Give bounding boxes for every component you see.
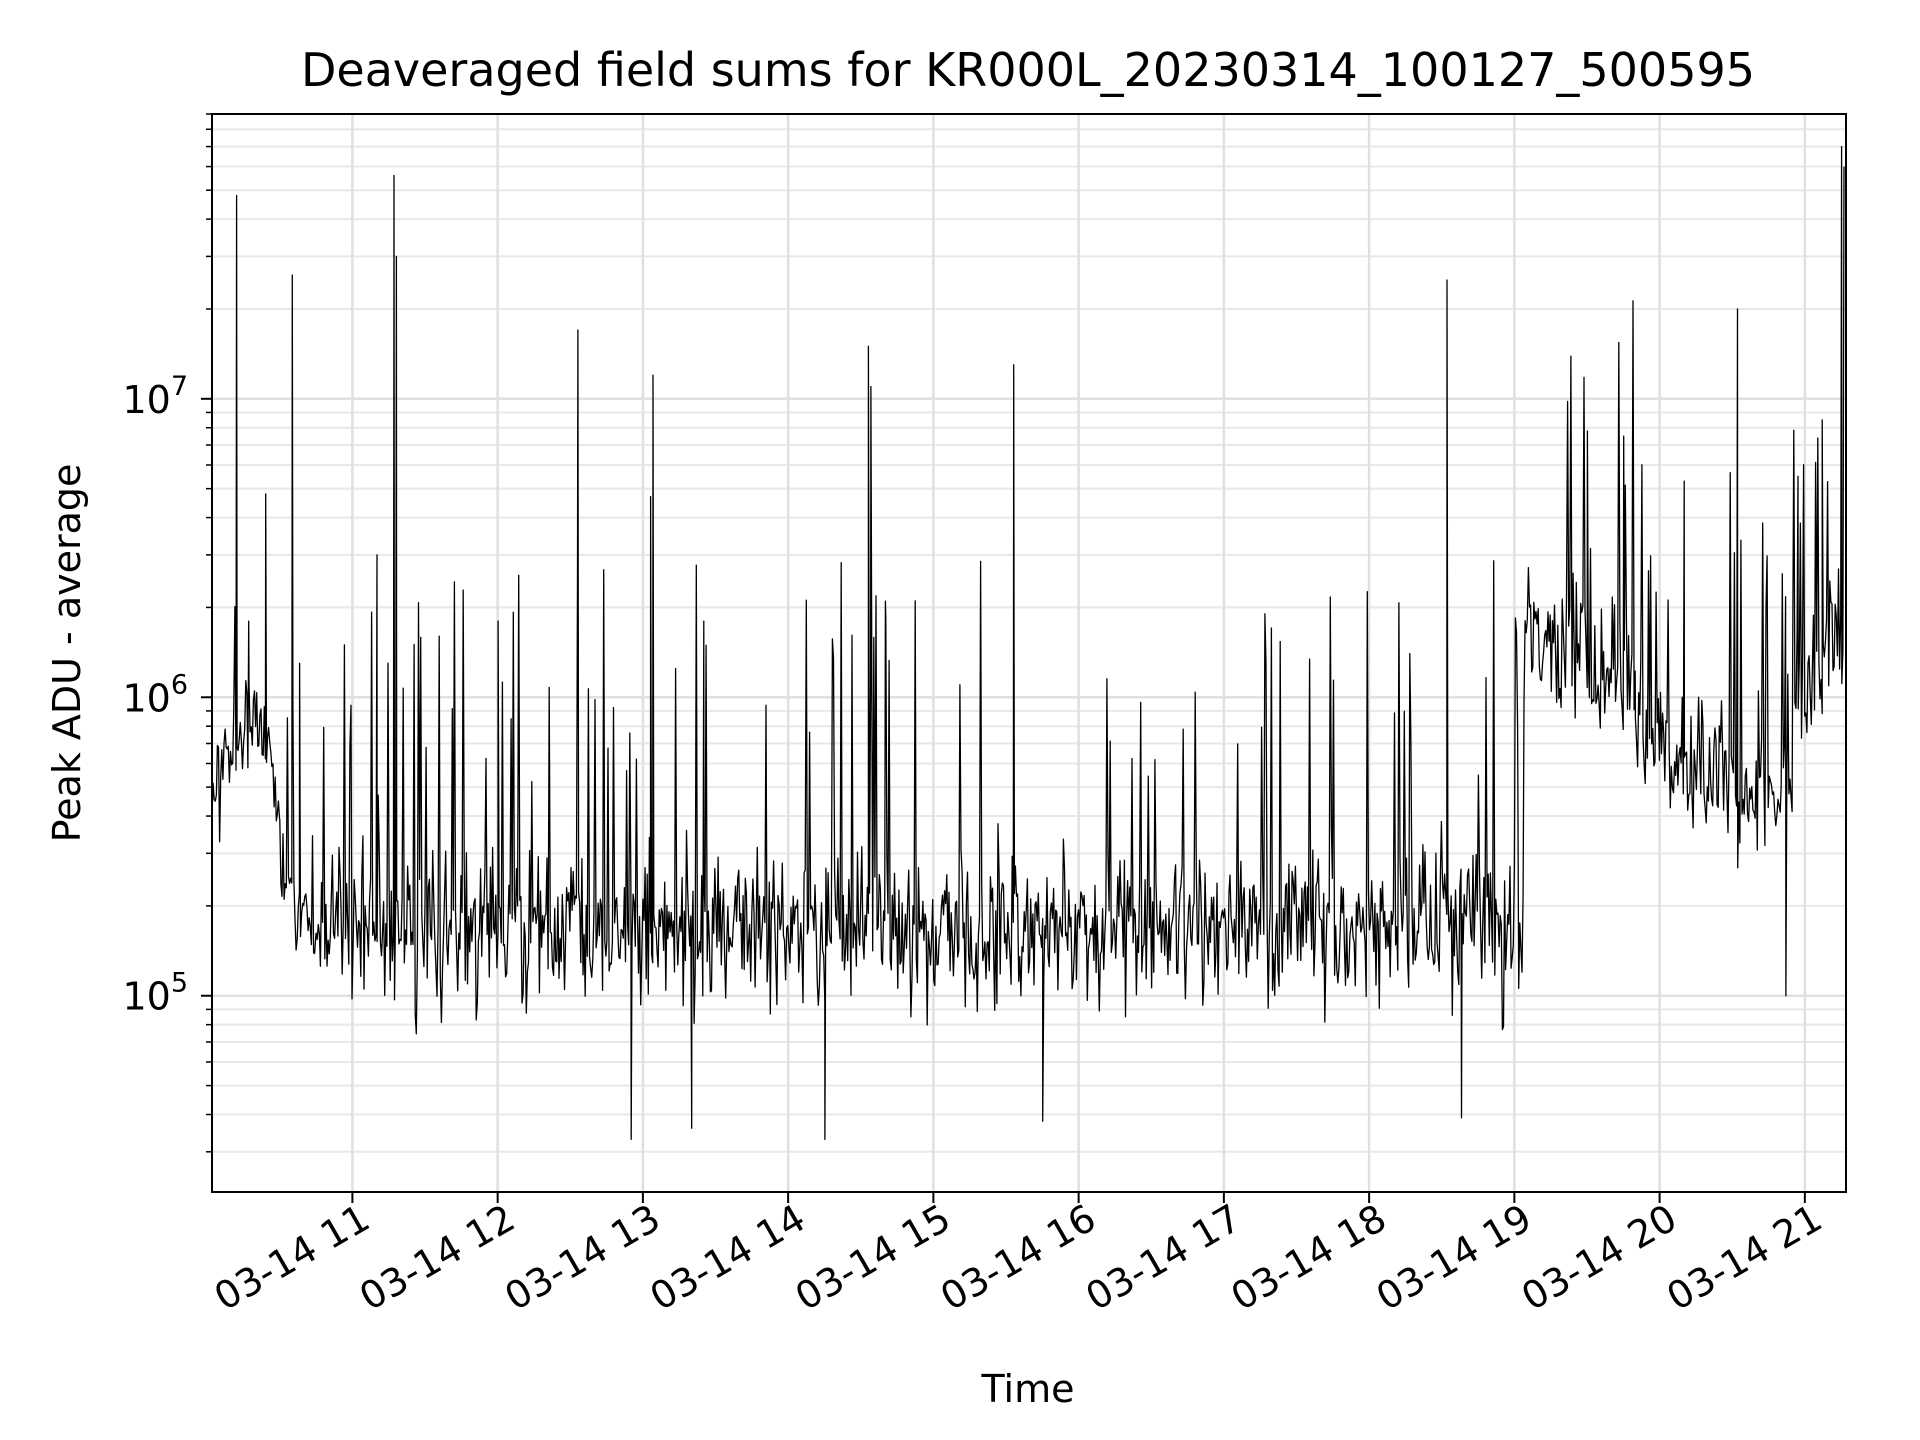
chart-title: Deaveraged field sums for KR000L_2023031… (301, 43, 1755, 97)
series-line (211, 145, 1845, 1141)
y-tick-label: 107 (122, 371, 188, 422)
y-tick-label: 106 (122, 669, 188, 720)
grid (212, 113, 1846, 1192)
y-tick-label: 105 (122, 968, 188, 1019)
x-axis-label: Time (981, 1367, 1075, 1411)
plot-frame (211, 113, 1847, 1193)
series-group (211, 145, 1845, 1141)
y-axis-label: Peak ADU - average (45, 464, 89, 843)
